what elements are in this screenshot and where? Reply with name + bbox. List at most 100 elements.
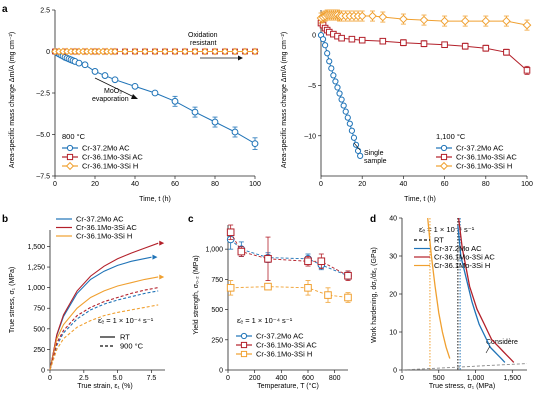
data-point — [503, 48, 510, 56]
data-point — [171, 97, 179, 105]
panel-a-1100c-chart: Area-specific mass change Δm/A (mg cm⁻²)… — [281, 9, 533, 203]
data-point — [264, 255, 272, 263]
data-point — [440, 16, 449, 26]
legend-label: Cr-36.1Mo-3Si H — [82, 162, 138, 171]
y-tick-label: 1,500 — [27, 244, 45, 251]
panel-d-xlabel: True stress, σ₁ (MPa) — [429, 383, 495, 390]
data-point — [151, 89, 159, 97]
data-point — [111, 47, 119, 56]
annotation-oxidation-resistant: Oxidation resistant — [188, 32, 218, 47]
x-tick-label: 20 — [358, 181, 366, 188]
x-tick-label: 20 — [91, 181, 99, 188]
y-tick-label: 30 — [389, 254, 397, 261]
data-point — [344, 293, 352, 302]
y-tick-label: 10 — [389, 330, 397, 337]
data-point — [340, 102, 347, 109]
series-line — [427, 217, 451, 359]
annotation-moo3-evaporation: MoO₃ evaporation — [92, 88, 129, 103]
data-point — [348, 127, 355, 134]
series-line — [49, 304, 159, 371]
panel-a-xlabel: Time, t (h) — [139, 196, 171, 203]
data-point — [350, 134, 358, 141]
x-tick-label: 40 — [400, 181, 408, 188]
x-tick-label: 60 — [171, 181, 179, 188]
legend-label: Cr-36.1Mo-3Si AC — [76, 223, 137, 232]
x-tick-label: 600 — [302, 375, 314, 382]
y-tick-label: 1,250 — [27, 265, 45, 272]
data-point — [344, 114, 351, 121]
data-point — [231, 128, 239, 136]
y-tick-label: 500 — [211, 307, 223, 314]
data-point — [81, 61, 89, 69]
x-tick-label: 1,000 — [467, 375, 485, 382]
panel-c-xlabel: Temperature, T (°C) — [257, 382, 319, 390]
data-point — [322, 42, 329, 49]
legend-label: Cr-36.1Mo-3Si H — [456, 162, 512, 171]
data-point — [357, 152, 364, 159]
data-point — [326, 58, 333, 65]
series-line — [49, 287, 159, 371]
data-point — [317, 257, 326, 266]
data-point — [131, 47, 139, 56]
x-tick-label: 0 — [48, 375, 52, 382]
x-tick-label: 0 — [400, 375, 404, 382]
data-point — [338, 96, 345, 103]
legend-marker — [66, 153, 74, 161]
legend-label: Cr-37.2Mo AC — [434, 244, 482, 253]
y-tick-label: 20 — [389, 292, 397, 299]
panel-d-strain-rate: ε̇ₑ = 1 × 10⁻⁴ s⁻¹ — [419, 225, 475, 234]
data-point — [344, 271, 352, 280]
x-tick-label: 60 — [441, 181, 449, 188]
x-tick-label: 100 — [249, 181, 261, 188]
panel-b-ylabel: True stress, σ₁ (MPa) — [9, 267, 16, 333]
panel-a-800c-chart: Area-specific mass change Δm/A (mg cm⁻²)… — [9, 8, 261, 204]
y-tick-label: 250 — [211, 337, 223, 344]
legend-label: Cr-37.2Mo AC — [256, 332, 304, 341]
x-tick-label: 500 — [433, 375, 445, 382]
panel-b-strain-rate: ε̇ₑ = 1 × 10⁻⁴ s⁻¹ — [98, 316, 154, 325]
panel-d-chart: Work hardening, dσ₁/dε₁ (GPa) True stres… — [371, 216, 528, 390]
data-point — [226, 284, 235, 292]
panel-b-chart: True stress, σ₁ (MPa) True strain, ε₁ (%… — [9, 215, 165, 390]
panel-label-a: a — [2, 4, 8, 15]
y-tick-label: 750 — [33, 306, 45, 313]
x-tick-label: 0 — [319, 181, 323, 188]
legend-marker — [65, 161, 75, 171]
y-tick-label: 0 — [312, 33, 316, 40]
legend-label: Cr-36.1Mo-3Si H — [256, 350, 312, 359]
panel-d-ylabel: Work hardening, dσ₁/dε₁ (GPa) — [371, 247, 378, 343]
data-point — [151, 47, 159, 56]
data-point — [231, 47, 239, 56]
data-point — [141, 47, 149, 56]
panel-c-chart: Yield strength, σ₀.₂ (MPa) Temperature, … — [193, 224, 352, 390]
data-point — [460, 16, 470, 26]
y-tick-label: 1,000 — [205, 247, 223, 254]
legend-label: RT — [434, 236, 444, 245]
data-point — [241, 47, 249, 56]
panel-a-ylabel: Area-specific mass change Δm/A (mg cm⁻²) — [9, 32, 16, 168]
y-tick-label: 0 — [41, 368, 45, 375]
data-point — [481, 16, 491, 26]
x-tick-label: 1,500 — [504, 375, 522, 382]
legend-title-1100c: 1,100 °C — [436, 132, 466, 141]
x-tick-label: 200 — [249, 375, 261, 382]
legend-label: RT — [120, 333, 130, 342]
y-tick-label: –10 — [304, 133, 316, 140]
data-point — [334, 84, 341, 91]
data-point — [264, 282, 272, 291]
x-tick-label: 5.0 — [113, 375, 123, 382]
series-line — [230, 232, 349, 277]
data-point — [171, 47, 179, 56]
data-point — [368, 11, 377, 21]
annotation-pointer — [353, 142, 361, 151]
y-tick-label: –2.5 — [36, 91, 50, 98]
data-point — [358, 36, 366, 44]
data-point — [523, 67, 531, 74]
data-point — [226, 228, 235, 237]
x-tick-label: 400 — [275, 375, 287, 382]
data-point — [211, 118, 219, 126]
y-tick-label: 1,000 — [27, 285, 45, 292]
series-line — [49, 276, 159, 371]
legend-label: Cr-36.1Mo-3Si AC — [456, 153, 517, 162]
y-tick-label: 0 — [393, 368, 397, 375]
